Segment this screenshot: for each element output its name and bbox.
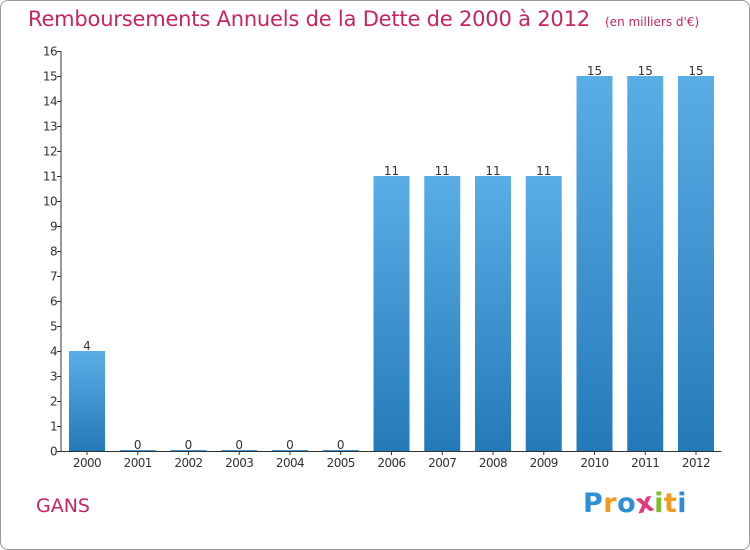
- y-tick-label: 15: [43, 70, 57, 84]
- bar-data-label: 15: [638, 64, 653, 78]
- bar-data-label: 15: [688, 64, 703, 78]
- bar-data-label: 0: [286, 438, 294, 452]
- y-tick-label: 16: [43, 45, 57, 59]
- logo-letter: t: [663, 488, 678, 519]
- bar-data-label: 15: [587, 64, 602, 78]
- bar-data-label: 11: [485, 164, 500, 178]
- logo-letter: i: [654, 488, 664, 519]
- bar: [119, 450, 156, 451]
- bar-data-label: 0: [134, 438, 142, 452]
- x-tick-label: 2005: [327, 456, 355, 470]
- y-tick-label: 3: [50, 370, 57, 384]
- y-tick-label: 12: [43, 145, 57, 159]
- y-tick-label: 9: [50, 220, 57, 234]
- commune-name: GANS: [36, 495, 90, 517]
- bar-data-label: 0: [337, 438, 345, 452]
- y-tick-label: 13: [43, 120, 57, 134]
- bar: [627, 76, 664, 451]
- y-tick-label: 6: [50, 295, 57, 309]
- x-tick-label: 2009: [530, 456, 558, 470]
- bar: [576, 76, 613, 451]
- chart-unit: (en milliers d'€): [605, 15, 700, 29]
- bar-data-label: 11: [536, 164, 551, 178]
- bar: [475, 176, 511, 451]
- x-tick-label: 2012: [682, 456, 710, 470]
- bar: [373, 176, 410, 451]
- y-tick-label: 5: [50, 320, 57, 334]
- bar: [69, 351, 105, 451]
- y-tick-label: 8: [50, 245, 57, 259]
- bar-data-label: 0: [185, 438, 193, 452]
- chart-title-row: Remboursements Annuels de la Dette de 20…: [28, 7, 699, 31]
- chart-title: Remboursements Annuels de la Dette de 20…: [28, 7, 590, 31]
- logo-letter: r: [603, 488, 618, 519]
- x-tick-label: 2003: [225, 456, 253, 470]
- y-tick-label: 4: [50, 345, 57, 359]
- bar: [424, 176, 461, 451]
- bar-data-label: 0: [235, 438, 243, 452]
- x-tick-label: 2001: [124, 456, 152, 470]
- bar: [525, 176, 562, 451]
- x-tick-label: 2010: [580, 456, 608, 470]
- x-tick-label: 2004: [276, 456, 304, 470]
- y-tick-label: 1: [50, 420, 57, 434]
- y-tick-label: 14: [43, 95, 57, 109]
- bar: [322, 450, 359, 451]
- bar: [221, 450, 258, 451]
- x-tick-label: 2000: [73, 456, 101, 470]
- bar-data-label: 11: [435, 164, 450, 178]
- bar: [678, 76, 714, 451]
- logo-letter: o: [617, 488, 637, 519]
- y-tick-label: 0: [50, 445, 57, 459]
- y-tick-label: 11: [43, 170, 57, 184]
- x-tick-label: 2008: [479, 456, 507, 470]
- y-tick-label: 10: [43, 195, 57, 209]
- x-tick-label: 2002: [174, 456, 202, 470]
- bar: [272, 450, 308, 451]
- logo-letter: P: [583, 488, 604, 519]
- bar-data-label: 11: [384, 164, 399, 178]
- logo-letter: i: [677, 488, 688, 519]
- bar-data-label: 4: [83, 339, 91, 353]
- y-tick-label: 7: [50, 270, 57, 284]
- y-tick-label: 2: [50, 395, 57, 409]
- x-tick-label: 2006: [377, 456, 405, 470]
- x-tick-label: 2007: [428, 456, 456, 470]
- proxiti-logo: Proxiti: [583, 486, 688, 520]
- bar: [170, 450, 207, 451]
- x-tick-label: 2011: [631, 456, 659, 470]
